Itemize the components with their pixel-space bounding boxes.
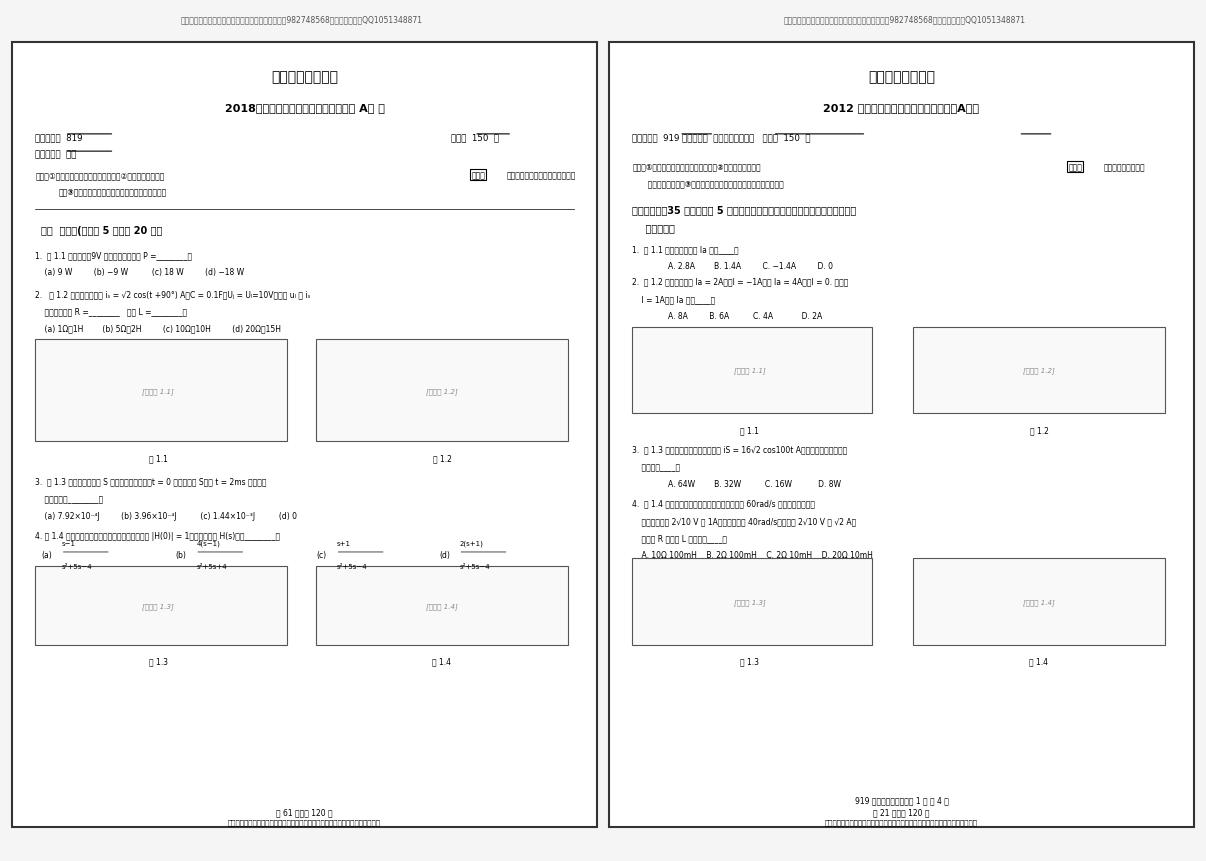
Text: 919 电路（专业学位）第 1 页 共 4 页: 919 电路（专业学位）第 1 页 共 4 页 [855,796,948,804]
Text: 图 1.2: 图 1.2 [1030,425,1048,435]
Text: 图 1.3: 图 1.3 [740,657,759,666]
Bar [316,567,568,645]
Text: A. 8A         B. 6A          C. 4A            D. 2A: A. 8A B. 6A C. 4A D. 2A [668,312,821,321]
Text: (d): (d) [439,551,450,560]
Text: 选择全程高质量电路视频课程，少走弯路、近道超车、高校复习，助你高分上岸！: 选择全程高质量电路视频课程，少走弯路、近道超车、高校复习，助你高分上岸！ [825,819,978,826]
Text: 1.  图 1.1 所示电路，9V 电压源发出的功率 P =________。: 1. 图 1.1 所示电路，9V 电压源发出的功率 P =________。 [35,251,193,260]
Text: 2018年硕士研究生招生考试初试试题（ A卷 ）: 2018年硕士研究生招生考试初试试题（ A卷 ） [224,103,385,114]
Text: 2012 年硕士研究生入学考试初试试题（A卷）: 2012 年硕士研究生入学考试初试试题（A卷） [824,103,979,114]
Text: 注意：①认真阅读答题纸上的注意事项；②所有答案必须写在: 注意：①认真阅读答题纸上的注意事项；②所有答案必须写在 [632,163,761,172]
Text: 图 1.2: 图 1.2 [433,454,451,462]
Text: [电路图 1.1]: [电路图 1.1] [733,367,766,374]
Text: [电路图 1.2]: [电路图 1.2] [1023,367,1055,374]
Text: 则电阻 R 和电感 L 的值应为____。: 则电阻 R 和电感 L 的值应为____。 [632,534,727,542]
Text: 注意：①认真阅读答题纸上的注意事项；②所有答案必须写在: 注意：①认真阅读答题纸上的注意事项；②所有答案必须写在 [35,170,165,180]
Text: 图 1.1: 图 1.1 [148,454,168,462]
Text: 南京航空航天大学: 南京航空航天大学 [271,71,338,84]
Text: 备的能量为________。: 备的能量为________。 [35,494,104,504]
Text: (a) 7.92×10⁻⁴J         (b) 3.96×10⁻⁴J          (c) 1.44×10⁻³J          (d) 0: (a) 7.92×10⁻⁴J (b) 3.96×10⁻⁴J (c) 1.44×1… [35,511,298,521]
Text: 2(s+1): 2(s+1) [459,541,484,547]
Text: 3.  图 1.3 所示电路，开关 S 打开前已处于稳态，t = 0 时打开开关 S，则 t = 2ms 时电容储: 3. 图 1.3 所示电路，开关 S 打开前已处于稳态，t = 0 时打开开关 … [35,477,267,486]
Text: 选择全程高质量电路视频课程，少走弯路、近道超车、高校复习，助你高分上岸！: 选择全程高质量电路视频课程，少走弯路、近道超车、高校复习，助你高分上岸！ [228,819,381,826]
Text: (a) 1Ω、1H        (b) 5Ω、2H         (c) 10Ω、10H         (d) 20Ω、15H: (a) 1Ω、1H (b) 5Ω、2H (c) 10Ω、10H (d) 20Ω、… [35,325,281,333]
Text: A. 10Ω 100mH    B. 2Ω 100mH    C. 2Ω 10mH    D. 20Ω 10mH: A. 10Ω 100mH B. 2Ω 100mH C. 2Ω 10mH D. 2… [632,551,873,560]
Text: 图 1.3: 图 1.3 [148,657,168,666]
Text: 4. 图 1.4 所示为某电路的网络函数零极点图，且知 |H(0)| = 1，则网络函数 H(s)应为________。: 4. 图 1.4 所示为某电路的网络函数零极点图，且知 |H(0)| = 1，则… [35,531,281,540]
Text: 上，写在本试题纸或: 上，写在本试题纸或 [1103,163,1144,172]
Text: (b): (b) [176,551,187,560]
Text: s²+5s−4: s²+5s−4 [459,563,490,569]
Text: 数；③本试题纸须随答题纸一起装入试题袋中交回！: 数；③本试题纸须随答题纸一起装入试题袋中交回！ [59,188,168,197]
Text: [电路图 1.3]: [电路图 1.3] [733,598,766,605]
Text: s²+5s+4: s²+5s+4 [197,563,227,569]
Text: 图 1.1: 图 1.1 [740,425,759,435]
Bar [35,340,287,442]
Bar [913,559,1165,645]
Text: 第 21 页，共 120 页: 第 21 页，共 120 页 [873,807,930,816]
Text: s²+5s−4: s²+5s−4 [336,563,368,569]
Text: [电路图 1.1]: [电路图 1.1] [142,387,174,394]
Text: 满分：  150  分: 满分： 150 分 [451,133,499,142]
Text: 答题纸: 答题纸 [472,170,485,180]
Text: 2.   图 1.2 所示电路，已知 iₛ = √2 cos(t +90°) A，C = 0.1F，Uⱼ = Uₗ=10V，欲使 uₗ 和 iₛ: 2. 图 1.2 所示电路，已知 iₛ = √2 cos(t +90°) A，C… [35,290,311,299]
Text: 草稿纸上均无效；③本试题纸须随答题纸一起装入试题袋中交回！: 草稿纸上均无效；③本试题纸须随答题纸一起装入试题袋中交回！ [632,180,784,189]
Bar [632,327,872,413]
Bar [35,567,287,645]
Text: s+1: s+1 [336,541,351,547]
Text: 4(s−1): 4(s−1) [197,541,221,547]
Text: 科目代码：  919 科目名称：  电路（专业学位）   满分：  150  分: 科目代码： 919 科目名称： 电路（专业学位） 满分： 150 分 [632,133,810,142]
Text: [电路图 1.4]: [电路图 1.4] [1023,598,1055,605]
Text: 图 1.4: 图 1.4 [433,657,451,666]
Text: 1.  图 1.1 所示电路，电流 Ia 应为____。: 1. 图 1.1 所示电路，电流 Ia 应为____。 [632,245,739,253]
Text: 上，写在本试题纸或草稿纸上均无: 上，写在本试题纸或草稿纸上均无 [507,170,575,180]
Text: 表读数分别为 2√10 V 和 1A；当角频率为 40rad/s时，读数 2√10 V 和 √2 A，: 表读数分别为 2√10 V 和 1A；当角频率为 40rad/s时，读数 2√1… [632,517,856,525]
Text: 卷上无效）: 卷上无效） [632,222,675,232]
Text: (a): (a) [41,551,52,560]
Text: 一、  选择题(每小题 5 分，共 20 分）: 一、 选择题(每小题 5 分，共 20 分） [41,226,163,236]
Text: 南京航空航天大学: 南京航空航天大学 [868,71,935,84]
Bar [316,340,568,442]
Text: I = 1A，则 Ia 应为____。: I = 1A，则 Ia 应为____。 [632,294,715,304]
Text: 更多电路资料和课程，请加南航电气考研交流总群：982748568！或咨询熊猫哥QQ1051348871: 更多电路资料和课程，请加南航电气考研交流总群：982748568！或咨询熊猫哥Q… [181,15,422,24]
Text: (a) 9 W         (b) −9 W          (c) 18 W         (d) −18 W: (a) 9 W (b) −9 W (c) 18 W (d) −18 W [35,268,245,277]
Bar [913,327,1165,413]
Text: [电路图 1.3]: [电路图 1.3] [142,602,174,609]
Text: [电路图 1.2]: [电路图 1.2] [426,387,458,394]
Text: [极点图 1.4]: [极点图 1.4] [426,602,458,609]
Text: 4.  图 1.4 所示电路图参数，当正弦电源角频率为 60rad/s 时，电压表和电流: 4. 图 1.4 所示电路图参数，当正弦电源角频率为 60rad/s 时，电压表… [632,499,815,508]
Text: s²+5s−4: s²+5s−4 [62,563,93,569]
Text: 一、选择题（35 分，每小题 5 分，单选题，请注意：答案写在答题纸上，写在试: 一、选择题（35 分，每小题 5 分，单选题，请注意：答案写在答题纸上，写在试 [632,205,856,215]
Text: s−1: s−1 [62,541,76,547]
Text: 第 61 页，共 120 页: 第 61 页，共 120 页 [276,807,333,816]
Text: 科目名称：  电路: 科目名称： 电路 [35,151,77,159]
Text: 2.  图 1.2 所示电路，当 Ia = 2A时，I = −1A；当 Ia = 4A时，I = 0. 若要使: 2. 图 1.2 所示电路，当 Ia = 2A时，I = −1A；当 Ia = … [632,277,849,287]
Text: 图 1.4: 图 1.4 [1030,657,1048,666]
Text: 科目代码：  819: 科目代码： 819 [35,133,83,142]
Text: 功率应为____。: 功率应为____。 [632,462,680,471]
Text: 答题纸: 答题纸 [1069,163,1082,172]
Text: A. 64W        B. 32W          C. 16W           D. 8W: A. 64W B. 32W C. 16W D. 8W [668,480,841,488]
Text: 更多电路资料和课程，请加南航电气考研交流总群：982748568！或咨询熊猫哥QQ1051348871: 更多电路资料和课程，请加南航电气考研交流总群：982748568！或咨询熊猫哥Q… [784,15,1025,24]
Text: 3.  图 1.3 所示为正弦稳态电路，已知 iS = 16√2 cos100t A，则电流源发出的平均: 3. 图 1.3 所示为正弦稳态电路，已知 iS = 16√2 cos100t … [632,445,848,454]
Bar [632,559,872,645]
Text: (c): (c) [316,551,327,560]
Text: 同相，则电阻 R =________   电感 L =________。: 同相，则电阻 R =________ 电感 L =________。 [35,307,188,316]
Text: A. 2.8A        B. 1.4A         C. −1.4A         D. 0: A. 2.8A B. 1.4A C. −1.4A D. 0 [668,262,832,270]
